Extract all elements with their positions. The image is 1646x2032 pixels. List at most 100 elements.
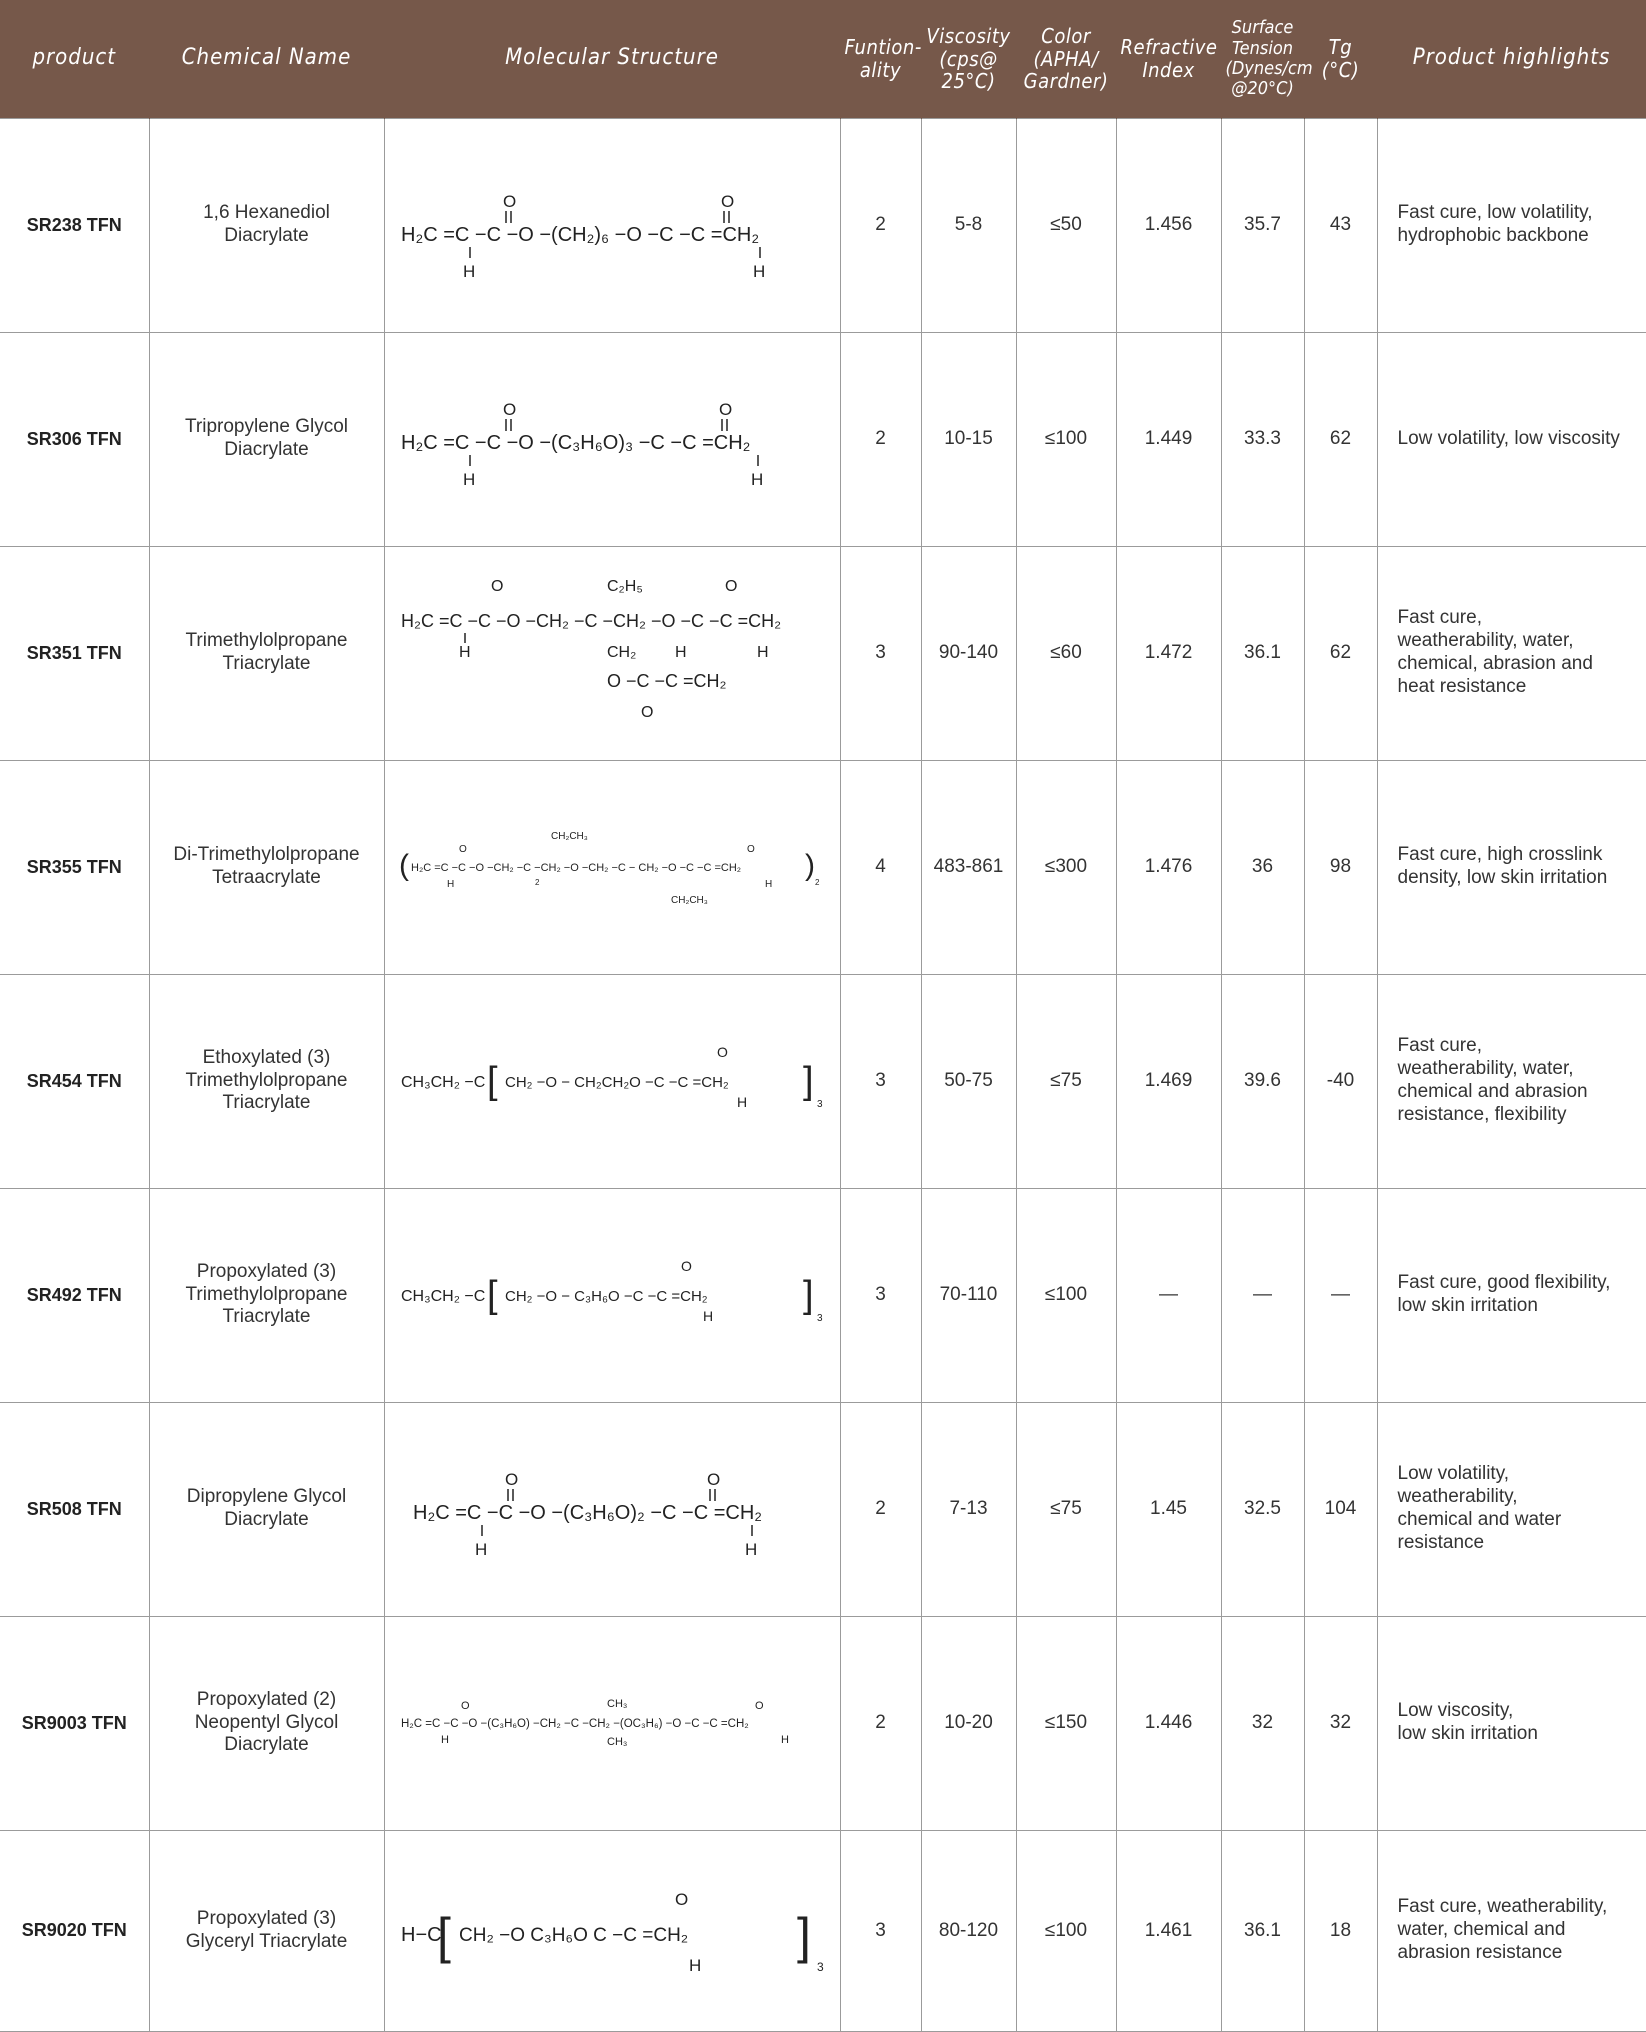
structure-main-line: H₂C =C −C −O −(C₃H₆O)₃ −C −C =CH₂	[401, 432, 750, 454]
structure-subscript: 2	[815, 878, 820, 887]
refractive-index: 1.472	[1115, 545, 1222, 761]
structure-top-atom: C₂H₅	[607, 578, 643, 595]
structure-bottom-atom: CH₂	[607, 644, 636, 661]
tg: 104	[1303, 1401, 1378, 1617]
product-code: SR9020 TFN	[0, 1829, 150, 2032]
structure-top-atom: O	[717, 1044, 728, 1060]
structure-inner: CH₂ −O − C₃H₆O −C −C =CH₂	[505, 1288, 708, 1305]
structure-top-atom: O	[719, 400, 732, 419]
bracket-icon: [	[487, 1274, 498, 1316]
header-refractive-index: Refractive Index	[1116, 0, 1222, 118]
structure-top-atom: O	[725, 578, 737, 595]
viscosity: 70-110	[920, 1187, 1017, 1403]
tg: 32	[1303, 1615, 1378, 1831]
product-code: SR355 TFN	[0, 759, 150, 975]
molecular-structure-cell: H−C [ CH₂ −O C₃H₆O C −C =CH₂ O H ] 3	[383, 1829, 841, 2032]
tg: —	[1303, 1187, 1378, 1403]
product-code: SR306 TFN	[0, 331, 150, 547]
surface-tension: 36.1	[1220, 545, 1305, 761]
structure-top-atom: O	[459, 844, 467, 855]
product-highlights: Low volatility, low viscosity	[1376, 331, 1646, 547]
chemical-name: Di-Trimethylolpropane Tetraacrylate	[148, 759, 385, 975]
table-row: SR306 TFN Tripropylene Glycol Diacrylate…	[0, 331, 1646, 547]
color: ≤100	[1015, 331, 1117, 547]
table-row: SR9020 TFN Propoxylated (3) Glyceryl Tri…	[0, 1829, 1646, 2032]
product-highlights: Fast cure, high crosslink density, low s…	[1376, 759, 1646, 975]
header-row: product Chemical Name Molecular Structur…	[0, 0, 1646, 118]
structure-bottom-atom: H	[463, 470, 475, 489]
structure-inner: CH₂ −O − CH₂CH₂O −C −C =CH₂	[505, 1074, 729, 1091]
table-body: SR238 TFN 1,6 Hexanediol Diacrylate H₂C …	[0, 117, 1646, 2032]
product-code: SR454 TFN	[0, 973, 150, 1189]
refractive-index: 1.469	[1115, 973, 1222, 1189]
viscosity: 90-140	[920, 545, 1017, 761]
molecular-structure-cell: H₂C =C −C −O −CH₂ −C −CH₂ −O −C −C =CH₂ …	[383, 545, 841, 761]
surface-tension: 36	[1220, 759, 1305, 975]
functionality: 3	[839, 973, 922, 1189]
product-highlights: Fast cure, low volatility, hydrophobic b…	[1376, 117, 1646, 333]
structure-branch-atom: O	[641, 704, 653, 721]
structure-diagram: H−C [ CH₂ −O C₃H₆O C −C =CH₂ O H ] 3	[401, 1890, 824, 1975]
table-row: SR9003 TFN Propoxylated (2) Neopentyl Gl…	[0, 1615, 1646, 1831]
structure-diagram: ( H₂C =C −C −O −CH₂ −C −CH₂ −O −CH₂ −C −…	[399, 831, 820, 906]
structure-diagram: H₂C =C −C −O −(C₃H₆O)₃ −C −C =CH₂ O O H …	[401, 400, 763, 489]
surface-tension: 32	[1220, 1615, 1305, 1831]
structure-top-atom: O	[681, 1258, 692, 1274]
header-molecular-structure: Molecular Structure	[384, 0, 841, 118]
product-code: SR9003 TFN	[0, 1615, 150, 1831]
refractive-index: 1.45	[1115, 1401, 1222, 1617]
functionality: 2	[839, 1615, 922, 1831]
structure-top-atom: O	[505, 1470, 518, 1489]
refractive-index: 1.461	[1115, 1829, 1222, 2032]
structure-main-line: H₂C =C −C −O −(C₃H₆O) −CH₂ −C −CH₂ −(OC₃…	[401, 1718, 749, 1730]
structure-prefix: CH₃CH₂ −C	[401, 1074, 485, 1091]
chemical-name: Propoxylated (2) Neopentyl Glycol Diacry…	[148, 1615, 385, 1831]
table-row: SR508 TFN Dipropylene Glycol Diacrylate …	[0, 1401, 1646, 1617]
structure-inner: CH₂ −O C₃H₆O C −C =CH₂	[459, 1925, 688, 1946]
functionality: 3	[839, 545, 922, 761]
color: ≤300	[1015, 759, 1117, 975]
structure-diagram: H₂C =C −C −O −(C₃H₆O) −CH₂ −C −CH₂ −(OC₃…	[401, 1698, 789, 1748]
structure-subscript: 3	[817, 1099, 823, 1110]
structure-bottom-atom: CH₂CH₃	[671, 895, 708, 906]
structure-bottom-atom: H	[447, 879, 454, 890]
table-row: SR238 TFN 1,6 Hexanediol Diacrylate H₂C …	[0, 117, 1646, 333]
tg: 62	[1303, 545, 1378, 761]
structure-bottom-atom: H	[757, 644, 769, 661]
functionality: 2	[839, 1401, 922, 1617]
chemical-name: Propoxylated (3) Glyceryl Triacrylate	[148, 1829, 385, 2032]
structure-top-atom: O	[721, 192, 734, 211]
structure-bottom-atom: H	[765, 879, 772, 890]
viscosity: 7-13	[920, 1401, 1017, 1617]
structure-top-atom: O	[503, 400, 516, 419]
paren-icon: )	[805, 849, 815, 882]
viscosity: 10-20	[920, 1615, 1017, 1831]
viscosity: 483-861	[920, 759, 1017, 975]
structure-top-atom: O	[461, 1700, 470, 1712]
table-row: SR454 TFN Ethoxylated (3) Trimethylolpro…	[0, 973, 1646, 1189]
structure-bottom-atom: H	[745, 1540, 757, 1559]
product-code: SR238 TFN	[0, 117, 150, 333]
header-tg: Tg (°C)	[1304, 0, 1378, 118]
product-highlights: Fast cure, good flexibility, low skin ir…	[1376, 1187, 1646, 1403]
color: ≤60	[1015, 545, 1117, 761]
bracket-icon: ]	[803, 1274, 814, 1316]
viscosity: 5-8	[920, 117, 1017, 333]
table-row: SR351 TFN Trimethylolpropane Triacrylate…	[0, 545, 1646, 761]
refractive-index: 1.449	[1115, 331, 1222, 547]
color: ≤75	[1015, 1401, 1117, 1617]
structure-bottom-atom: H	[675, 644, 687, 661]
structure-subscript: 2	[535, 878, 540, 887]
molecular-structure-cell: CH₃CH₂ −C [ CH₂ −O − C₃H₆O −C −C =CH₂ O …	[383, 1187, 841, 1403]
refractive-index: 1.476	[1115, 759, 1222, 975]
color: ≤75	[1015, 973, 1117, 1189]
structure-top-atom: O	[675, 1890, 688, 1909]
viscosity: 50-75	[920, 973, 1017, 1189]
structure-top-atom: CH₃	[607, 1698, 627, 1710]
structure-main-line: H₂C =C −C −O −(CH₂)₆ −O −C −C =CH₂	[401, 224, 759, 246]
table-row: SR355 TFN Di-Trimethylolpropane Tetraacr…	[0, 759, 1646, 975]
tg: 62	[1303, 331, 1378, 547]
color: ≤50	[1015, 117, 1117, 333]
product-highlights: Low volatility, weatherability, chemical…	[1376, 1401, 1646, 1617]
surface-tension: 33.3	[1220, 331, 1305, 547]
